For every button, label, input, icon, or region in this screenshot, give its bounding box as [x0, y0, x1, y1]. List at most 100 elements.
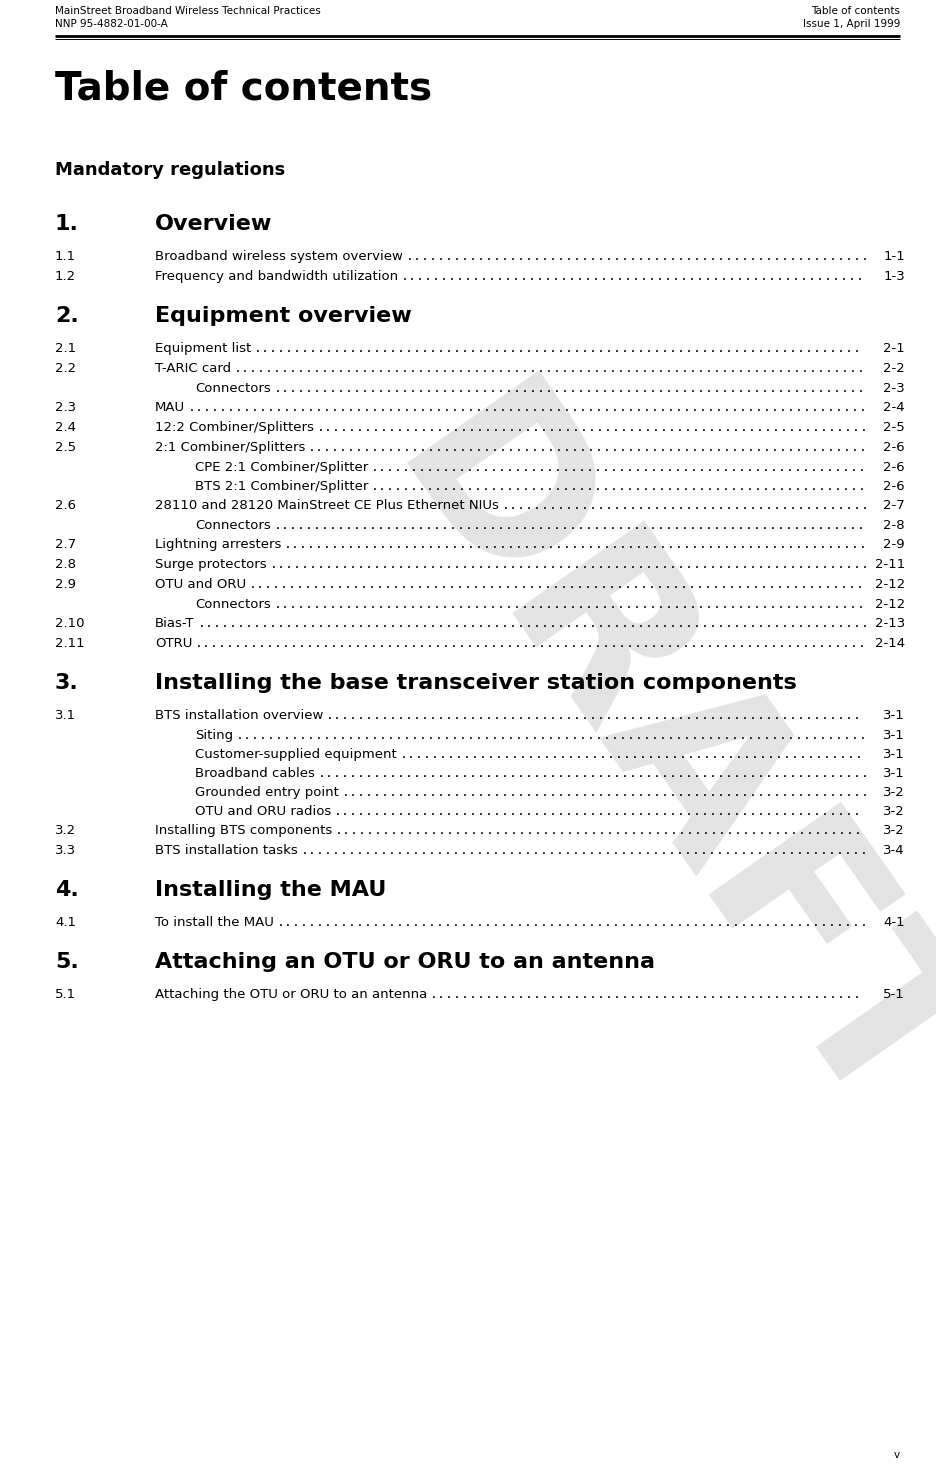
Text: ..................................................................: ........................................…: [334, 804, 861, 818]
Text: ............................................................................: ........................................…: [254, 342, 861, 356]
Text: 3.: 3.: [55, 673, 79, 694]
Text: OTU and ORU: OTU and ORU: [154, 579, 246, 590]
Text: 3-1: 3-1: [883, 768, 904, 779]
Text: ...............................................................................: ........................................…: [236, 729, 867, 742]
Text: To install the MAU: To install the MAU: [154, 917, 273, 928]
Text: 2-12: 2-12: [874, 579, 904, 590]
Text: ................................................................................: ........................................…: [188, 401, 867, 413]
Text: Frequency and bandwidth utilization: Frequency and bandwidth utilization: [154, 270, 398, 283]
Text: ..............................................................: ........................................…: [371, 461, 867, 474]
Text: ..................................................................: ........................................…: [335, 824, 862, 837]
Text: MainStreet Broadband Wireless Technical Practices: MainStreet Broadband Wireless Technical …: [55, 6, 320, 16]
Text: Surge protectors: Surge protectors: [154, 558, 267, 571]
Text: 4.: 4.: [55, 880, 79, 900]
Text: Grounded entry point: Grounded entry point: [195, 787, 339, 799]
Text: 2-14: 2-14: [874, 638, 904, 649]
Text: Customer-supplied equipment: Customer-supplied equipment: [195, 748, 396, 762]
Text: .......................................................................: ........................................…: [300, 844, 868, 858]
Text: 3.2: 3.2: [55, 824, 76, 837]
Text: BTS 2:1 Combiner/Splitter: BTS 2:1 Combiner/Splitter: [195, 480, 368, 493]
Text: ..........................................................................: ........................................…: [273, 520, 865, 531]
Text: Connectors: Connectors: [195, 598, 271, 611]
Text: ......................................................................: ........................................…: [308, 441, 868, 455]
Text: MAU: MAU: [154, 401, 185, 413]
Text: Broadband cables: Broadband cables: [195, 768, 314, 779]
Text: Issue 1, April 1999: Issue 1, April 1999: [802, 19, 899, 30]
Text: 2.10: 2.10: [55, 617, 84, 630]
Text: v: v: [893, 1449, 899, 1460]
Text: 3-1: 3-1: [883, 748, 904, 762]
Text: Installing the MAU: Installing the MAU: [154, 880, 386, 900]
Text: 12:2 Combiner/Splitters: 12:2 Combiner/Splitters: [154, 421, 314, 434]
Text: 3.3: 3.3: [55, 844, 76, 858]
Text: 2-2: 2-2: [883, 362, 904, 375]
Text: ...........................................................................: ........................................…: [270, 558, 869, 571]
Text: Table of contents: Table of contents: [811, 6, 899, 16]
Text: 2:1 Combiner/Splitters: 2:1 Combiner/Splitters: [154, 441, 305, 455]
Text: NNP 95-4882-01-00-A: NNP 95-4882-01-00-A: [55, 19, 168, 30]
Text: 3.1: 3.1: [55, 708, 76, 722]
Text: .....................................................................: ........................................…: [316, 421, 868, 434]
Text: 2-7: 2-7: [883, 499, 904, 512]
Text: Siting: Siting: [195, 729, 233, 742]
Text: .....................................................................: ........................................…: [317, 768, 869, 779]
Text: Installing the base transceiver station components: Installing the base transceiver station …: [154, 673, 796, 694]
Text: .........................................................................: ........................................…: [284, 537, 868, 551]
Text: 2.1: 2.1: [55, 342, 76, 356]
Text: 4-1: 4-1: [883, 917, 904, 928]
Text: 1-1: 1-1: [883, 249, 904, 263]
Text: 28110 and 28120 MainStreet CE Plus Ethernet NIUs: 28110 and 28120 MainStreet CE Plus Ether…: [154, 499, 498, 512]
Text: 5.: 5.: [55, 952, 79, 973]
Text: 2-5: 2-5: [883, 421, 904, 434]
Text: 2.11: 2.11: [55, 638, 84, 649]
Text: DRAFT: DRAFT: [348, 366, 936, 1169]
Text: ..........................................................: ........................................…: [401, 270, 864, 283]
Text: Lightning arresters: Lightning arresters: [154, 537, 281, 551]
Text: Bias-T: Bias-T: [154, 617, 195, 630]
Text: 2.5: 2.5: [55, 441, 76, 455]
Text: Broadband wireless system overview: Broadband wireless system overview: [154, 249, 402, 263]
Text: Attaching the OTU or ORU to an antenna: Attaching the OTU or ORU to an antenna: [154, 987, 427, 1001]
Text: ................................................................................: ........................................…: [196, 638, 867, 649]
Text: Equipment list: Equipment list: [154, 342, 251, 356]
Text: ...................................................................: ........................................…: [326, 708, 861, 722]
Text: 4.1: 4.1: [55, 917, 76, 928]
Text: ..........................................................................: ........................................…: [276, 917, 868, 928]
Text: ...............................................................................: ........................................…: [234, 362, 865, 375]
Text: Overview: Overview: [154, 214, 272, 235]
Text: 3-4: 3-4: [883, 844, 904, 858]
Text: 2-12: 2-12: [874, 598, 904, 611]
Text: 5.1: 5.1: [55, 987, 76, 1001]
Text: Attaching an OTU or ORU to an antenna: Attaching an OTU or ORU to an antenna: [154, 952, 654, 973]
Text: 1.1: 1.1: [55, 249, 76, 263]
Text: 3-1: 3-1: [883, 708, 904, 722]
Text: Connectors: Connectors: [195, 382, 271, 396]
Text: .............................................................................: ........................................…: [249, 579, 864, 590]
Text: ..........................................................: ........................................…: [405, 249, 869, 263]
Text: ................................................................................: ........................................…: [197, 617, 869, 630]
Text: Mandatory regulations: Mandatory regulations: [55, 161, 285, 179]
Text: ......................................................: ........................................…: [430, 987, 861, 1001]
Text: 2.6: 2.6: [55, 499, 76, 512]
Text: 2.: 2.: [55, 306, 79, 326]
Text: 2-6: 2-6: [883, 461, 904, 474]
Text: 3-2: 3-2: [883, 787, 904, 799]
Text: 3-1: 3-1: [883, 729, 904, 742]
Text: 2-8: 2-8: [883, 520, 904, 531]
Text: CPE 2:1 Combiner/Splitter: CPE 2:1 Combiner/Splitter: [195, 461, 368, 474]
Text: T-ARIC card: T-ARIC card: [154, 362, 231, 375]
Text: ..................................................................: ........................................…: [342, 787, 869, 799]
Text: BTS installation overview: BTS installation overview: [154, 708, 323, 722]
Text: ..........................................................................: ........................................…: [273, 598, 865, 611]
Text: Equipment overview: Equipment overview: [154, 306, 411, 326]
Text: 3-2: 3-2: [883, 804, 904, 818]
Text: 2-3: 2-3: [883, 382, 904, 396]
Text: 2.4: 2.4: [55, 421, 76, 434]
Text: OTRU: OTRU: [154, 638, 192, 649]
Text: 2-13: 2-13: [874, 617, 904, 630]
Text: Installing BTS components: Installing BTS components: [154, 824, 332, 837]
Text: 2-1: 2-1: [883, 342, 904, 356]
Text: 2.2: 2.2: [55, 362, 76, 375]
Text: ..............................................................: ........................................…: [371, 480, 867, 493]
Text: ..........................................................................: ........................................…: [273, 382, 865, 396]
